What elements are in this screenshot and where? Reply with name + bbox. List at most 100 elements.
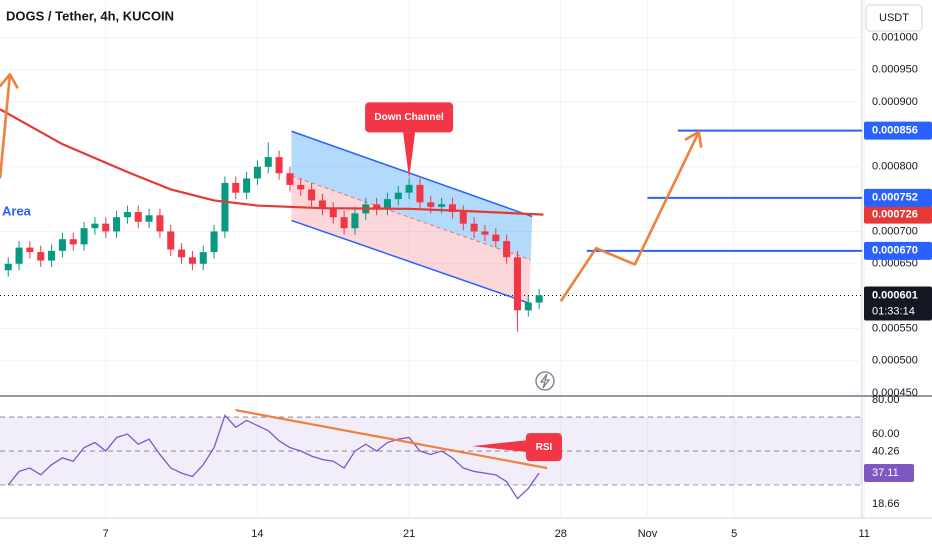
candle-body [297,184,305,190]
candle-body [37,252,45,261]
candle-body [503,241,511,258]
candle-body [58,239,66,251]
candle-body [329,208,337,218]
candle-body [373,204,381,209]
candle-body [80,228,88,245]
candle-body [221,182,229,232]
y-tick-label: 0.001000 [872,31,918,43]
projection-arrow [559,131,701,302]
rsi-callout-box [525,433,562,462]
event-icon[interactable] [535,371,555,391]
chart-title: DOGS / Tether, 4h, KUCOIN [6,8,174,23]
countdown-label: 01:33:14 [872,305,915,317]
candle-body [427,202,435,207]
channel-lower [291,219,530,304]
channel-midline [291,175,531,261]
y-tick-label: 0.000450 [872,387,918,399]
callout-text: Down Channel [374,112,444,123]
candle-body [113,217,121,232]
candle-body [340,217,348,229]
rsi-tick-label: 18.66 [872,498,900,510]
rsi-callout-text: RSI [536,442,553,453]
channel-upper [291,130,533,218]
candle-body [524,302,532,311]
rsi-tick-label: 60.00 [872,428,900,440]
candle-body [448,204,456,213]
candle-body [351,213,359,229]
level-price-label-bg [864,188,932,207]
x-tick-label: 7 [103,528,109,540]
level-price-label: 0.000752 [872,192,918,204]
candle-body [253,166,261,179]
callout-pointer [403,132,416,179]
candle-body [513,257,521,311]
candle-body [102,223,110,232]
rsi-tick-label: 80.00 [872,394,900,406]
candle-body [26,247,34,253]
rsi-trendline [235,409,548,470]
candle-body [405,184,413,193]
rsi-line [7,414,540,500]
last-price-bg [864,286,932,321]
candle-body [308,189,316,201]
x-tick-label: 21 [403,528,415,540]
candle-body [481,231,489,235]
rsi-band [0,417,862,486]
candle-body [383,199,391,209]
candle-body [134,212,142,222]
moving-average [0,108,544,216]
event-icon-bolt [539,373,551,389]
candle-body [438,204,446,207]
projection-arrow [0,74,12,179]
last-price-label: 0.000601 [872,289,918,301]
x-tick-label: 14 [251,528,263,540]
rsi-value-bg [864,463,914,482]
y-tick-label: 0.000550 [872,322,918,334]
ma-price-label: 0.000726 [872,209,918,221]
projection-arrowhead [0,73,19,89]
candle-body [188,257,196,264]
ma-price-label-bg [864,205,932,224]
candle-body [264,157,272,167]
rsi-ma-label: 40.26 [872,446,900,458]
candle-body [535,295,543,303]
level-price-label: 0.000670 [872,245,918,257]
candle-body [243,178,251,193]
y-tick-label: 0.000700 [872,225,918,237]
candle-body [470,223,478,232]
candle-body [15,247,23,264]
area-label: Area [2,203,32,218]
candle-body [275,157,283,174]
candle-body [178,249,186,258]
candle-body [286,173,294,185]
candle-body [394,192,402,200]
callout-box [365,102,454,133]
candle-body [156,215,164,232]
currency-label[interactable]: USDT [879,12,909,24]
rsi-callout-pointer [471,440,528,453]
candle-body [4,263,12,271]
currency-button[interactable] [865,4,923,32]
candle-body [123,212,131,218]
level-price-label-bg [864,241,932,260]
level-price-label: 0.000856 [872,124,918,136]
rsi-value-label: 37.11 [872,467,899,479]
candle-body [318,200,326,209]
candle-body [199,252,207,264]
candle-body [459,212,467,224]
candle-body [210,231,218,253]
candle-body [416,184,424,203]
y-tick-label: 0.000800 [872,161,918,173]
y-tick-label: 0.000950 [872,64,918,76]
projection-arrowhead [684,130,703,148]
y-tick-label: 0.000900 [872,96,918,108]
candle-body [232,182,240,193]
candle-body [145,215,153,222]
y-tick-label: 0.000650 [872,258,918,270]
candle-body [167,231,175,250]
x-tick-label: Nov [638,528,658,540]
candle-body [91,223,99,229]
candle-body [492,234,500,242]
